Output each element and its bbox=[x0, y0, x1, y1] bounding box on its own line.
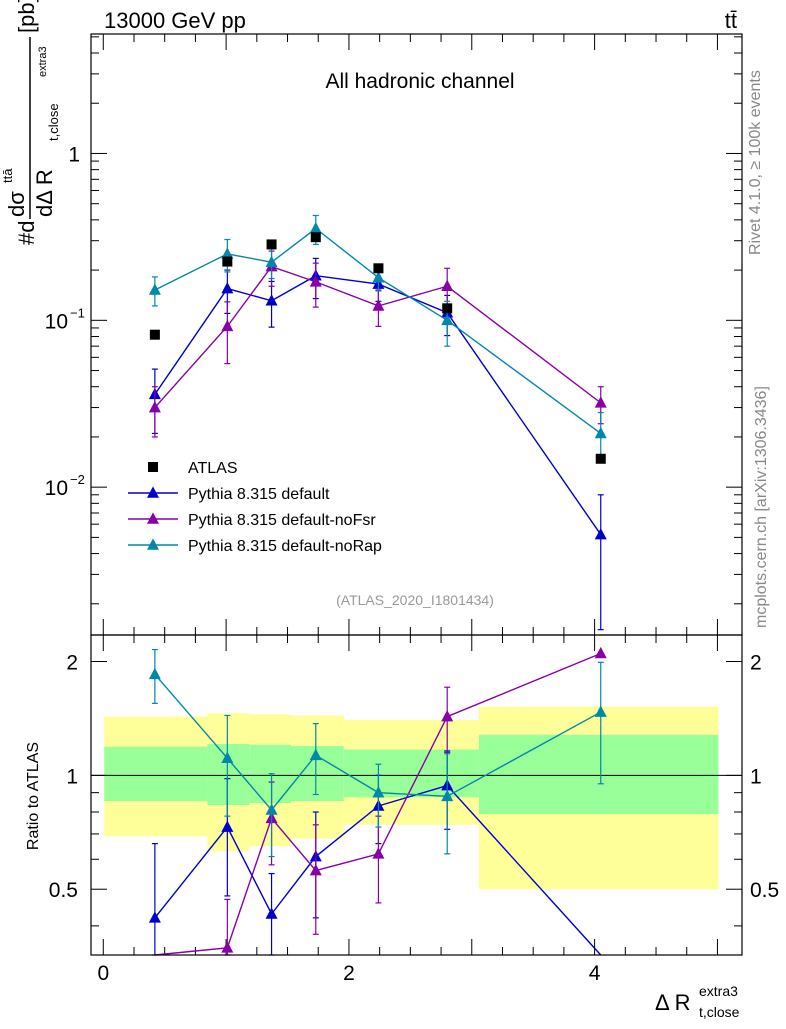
ratio-point-noRap bbox=[594, 705, 607, 717]
main-point-atlas bbox=[373, 263, 384, 274]
ratio-panel-frame bbox=[90, 634, 743, 956]
main-point-atlas bbox=[442, 303, 453, 314]
ratio-ytick-label-right-1: 1 bbox=[750, 765, 762, 788]
ylabel-frac-num: dσ bbox=[4, 191, 29, 217]
ratio-point-noFsr bbox=[309, 863, 322, 876]
main-point-atlas bbox=[149, 329, 160, 340]
main-ytick-exp: −2 bbox=[70, 472, 85, 487]
main-point-atlas bbox=[310, 232, 321, 243]
legend-item-noRap: Pythia 8.315 default-noRap bbox=[128, 538, 382, 555]
main-point-default bbox=[594, 527, 607, 540]
ratio-point-noFsr bbox=[594, 646, 607, 659]
legend-marker-noRap bbox=[147, 538, 159, 550]
energy-label: 13000 GeV pp bbox=[104, 8, 246, 33]
ratio-point-noRap bbox=[148, 667, 161, 680]
legend-label-noFsr: Pythia 8.315 default-noFsr bbox=[188, 512, 376, 529]
ratio-point-noRap bbox=[265, 803, 278, 815]
main-point-noFsr bbox=[594, 396, 607, 408]
ylabel-frac-sup: ttā bbox=[0, 168, 15, 183]
ratio-bands bbox=[104, 706, 719, 890]
main-ytick-label-2: 10 −2 bbox=[45, 472, 85, 500]
ratio-ytick-label-right-0: 0.5 bbox=[750, 879, 779, 902]
main-point-atlas bbox=[595, 453, 606, 464]
ylabel-prefix: #d bbox=[14, 221, 39, 245]
panel-frames bbox=[90, 33, 743, 956]
band-green-1 bbox=[207, 744, 250, 805]
main-ytick-label-0: 1 bbox=[68, 143, 80, 166]
ylabel-frac-den-sup: extra3 bbox=[37, 46, 49, 77]
xlabel-sub: t,close bbox=[699, 1004, 740, 1020]
ratio-point-noFsr bbox=[372, 847, 385, 859]
xtick-label-2: 4 bbox=[589, 962, 601, 985]
main-point-noRap bbox=[309, 221, 322, 234]
main-point-noFsr bbox=[441, 279, 454, 292]
legend-item-noFsr: Pythia 8.315 default-noFsr bbox=[128, 512, 376, 529]
ratio-ylabel: Ratio to ATLAS bbox=[25, 742, 42, 850]
main-ylabel: #d dσ ttā dΔ R t,close extra3 [pb] bbox=[0, 0, 61, 245]
legend-marker-noFsr bbox=[147, 512, 159, 524]
main-point-default bbox=[265, 294, 278, 306]
ratio-point-noRap bbox=[221, 751, 234, 764]
main-point-atlas bbox=[266, 239, 277, 250]
ratio-point-default bbox=[148, 911, 161, 923]
legend: ATLAS Pythia 8.315 default Pythia 8.315 de… bbox=[128, 460, 382, 555]
ratio-ytick-label-left-0: 0.5 bbox=[49, 879, 78, 902]
main-point-noRap bbox=[148, 283, 161, 295]
xlabel: Δ R t,close extra3 bbox=[655, 983, 740, 1020]
ratio-point-noRap bbox=[372, 786, 385, 798]
mcplots-label: mcplots.cern.ch [arXiv:1306.3436] bbox=[753, 386, 770, 628]
chart-title: All hadronic channel bbox=[325, 70, 514, 93]
ratio-point-noRap bbox=[309, 748, 322, 761]
ratio-ytick-label-left-2: 2 bbox=[66, 651, 78, 674]
main-point-noRap bbox=[265, 255, 278, 267]
xlabel-main: Δ R bbox=[655, 990, 690, 1015]
legend-label-atlas: ATLAS bbox=[188, 460, 238, 477]
ratio-point-default bbox=[265, 907, 278, 919]
band-green-0 bbox=[104, 746, 208, 802]
ratio-ytick-label-right-2: 2 bbox=[750, 651, 762, 674]
main-point-noFsr bbox=[221, 319, 234, 332]
ratio-point-noFsr bbox=[441, 709, 454, 722]
legend-marker-default bbox=[147, 486, 159, 498]
band-green-5 bbox=[478, 734, 719, 815]
main-ytick-base: 1 bbox=[68, 143, 80, 166]
legend-label-noRap: Pythia 8.315 default-noRap bbox=[188, 538, 382, 555]
ylabel-frac-den: dΔ R bbox=[32, 169, 57, 217]
xlabel-sup: extra3 bbox=[699, 983, 738, 999]
main-ytick-base: 10 bbox=[45, 310, 68, 333]
xtick-label-0: 0 bbox=[97, 962, 109, 985]
ratio-point-noRap bbox=[441, 789, 454, 802]
legend-item-default: Pythia 8.315 default bbox=[128, 486, 330, 503]
main-point-noFsr bbox=[148, 400, 161, 413]
main-point-default bbox=[221, 281, 234, 294]
main-panel-marks bbox=[148, 214, 607, 631]
ylabel-unit: [pb] bbox=[14, 0, 39, 33]
rivet-label: Rivet 4.1.0, ≥ 100k events bbox=[747, 70, 764, 255]
main-point-atlas bbox=[222, 256, 233, 267]
main-point-noFsr bbox=[372, 299, 385, 311]
legend-label-default: Pythia 8.315 default bbox=[188, 486, 330, 503]
main-ytick-label-1: 10 −1 bbox=[45, 305, 85, 333]
ratio-point-noFsr bbox=[221, 941, 234, 953]
ratio-ytick-label-left-1: 1 bbox=[66, 765, 78, 788]
main-point-noRap bbox=[221, 247, 234, 259]
main-ytick-exp: −1 bbox=[70, 305, 85, 320]
main-point-noRap bbox=[372, 271, 385, 283]
xtick-label-1: 2 bbox=[343, 962, 355, 985]
main-point-noRap bbox=[441, 313, 454, 326]
legend-item-atlas: ATLAS bbox=[148, 460, 238, 477]
process-label: tt̄ bbox=[725, 8, 737, 33]
legend-marker-atlas bbox=[148, 462, 158, 472]
main-point-noRap bbox=[594, 426, 607, 439]
ylabel-frac-den-sub: t,close bbox=[46, 103, 61, 141]
main-point-noFsr bbox=[309, 275, 322, 287]
analysis-label: (ATLAS_2020_I1801434) bbox=[336, 592, 494, 608]
ratio-point-default bbox=[221, 820, 234, 832]
main-ytick-base: 10 bbox=[45, 477, 68, 500]
ratio-panel-marks bbox=[148, 646, 607, 956]
